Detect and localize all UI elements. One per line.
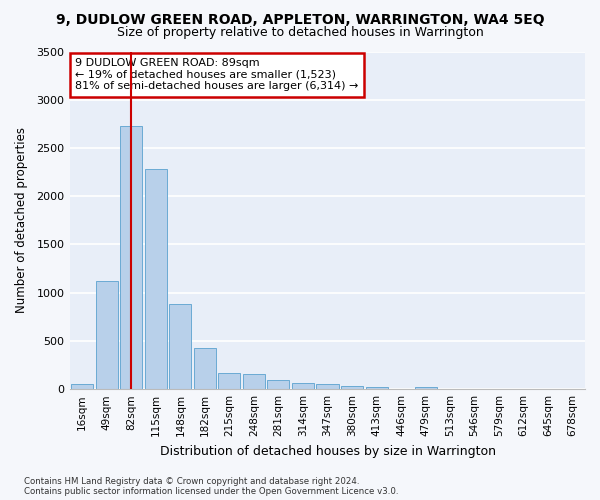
Bar xyxy=(218,373,241,389)
Text: Size of property relative to detached houses in Warrington: Size of property relative to detached ho… xyxy=(116,26,484,39)
Text: 9 DUDLOW GREEN ROAD: 89sqm
← 19% of detached houses are smaller (1,523)
81% of s: 9 DUDLOW GREEN ROAD: 89sqm ← 19% of deta… xyxy=(75,58,359,92)
Bar xyxy=(96,281,118,389)
Bar xyxy=(415,388,437,389)
Bar xyxy=(292,383,314,389)
Bar xyxy=(316,384,338,389)
Bar xyxy=(120,126,142,389)
X-axis label: Distribution of detached houses by size in Warrington: Distribution of detached houses by size … xyxy=(160,444,496,458)
Bar xyxy=(243,374,265,389)
Bar xyxy=(365,387,388,389)
Bar xyxy=(71,384,94,389)
Text: Contains HM Land Registry data © Crown copyright and database right 2024.: Contains HM Land Registry data © Crown c… xyxy=(24,477,359,486)
Bar xyxy=(145,169,167,389)
Bar xyxy=(341,386,363,389)
Text: 9, DUDLOW GREEN ROAD, APPLETON, WARRINGTON, WA4 5EQ: 9, DUDLOW GREEN ROAD, APPLETON, WARRINGT… xyxy=(56,12,544,26)
Bar xyxy=(268,380,289,389)
Text: Contains public sector information licensed under the Open Government Licence v3: Contains public sector information licen… xyxy=(24,487,398,496)
Bar xyxy=(169,304,191,389)
Y-axis label: Number of detached properties: Number of detached properties xyxy=(15,128,28,314)
Bar xyxy=(194,348,216,389)
